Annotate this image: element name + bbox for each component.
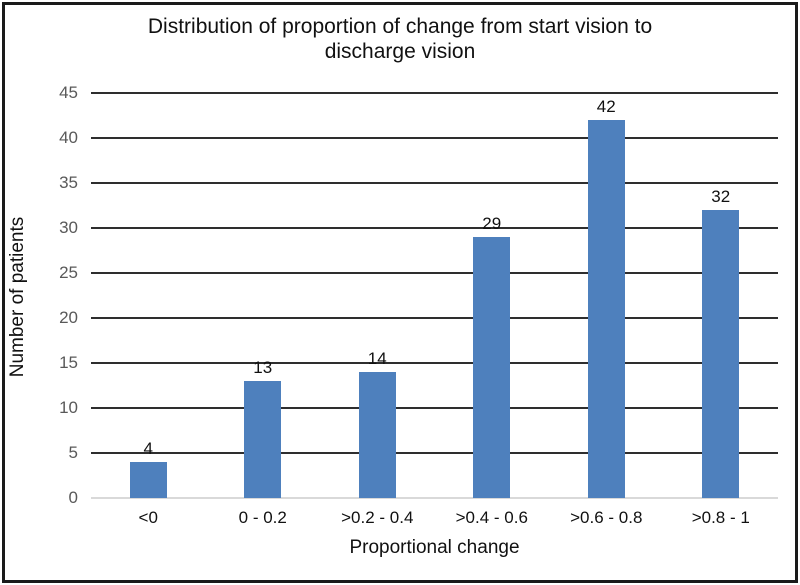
gridline-y45 [91, 92, 778, 94]
x-tick-label-5: >0.8 - 1 [691, 508, 750, 527]
y-tick-label-45: 45 [59, 83, 78, 102]
y-tick-label-30: 30 [59, 218, 78, 237]
y-tick-label-5: 5 [68, 443, 78, 462]
x-axis-title: Proportional change [349, 537, 520, 558]
x-tick-label-2: >0.2 - 0.4 [341, 508, 414, 527]
gridline-y10 [91, 407, 778, 409]
bar-value-label-5: 32 [711, 187, 731, 206]
gridline-y30 [91, 227, 778, 229]
gridline-y20 [91, 317, 778, 319]
plot-area: 4 13 14 29 42 32 [91, 92, 778, 499]
bar-5 [702, 210, 740, 498]
bar-3 [473, 237, 511, 498]
gridline-y35 [91, 182, 778, 184]
gridline-y40 [91, 137, 778, 139]
x-axis-line [91, 497, 778, 499]
x-tick-label-4: >0.6 - 0.8 [570, 508, 643, 527]
bar-value-label-1: 13 [253, 358, 273, 377]
bar-4 [587, 120, 625, 498]
bar-2 [358, 372, 396, 498]
bar-value-label-0: 4 [143, 439, 153, 458]
y-tick-label-15: 15 [59, 353, 78, 372]
y-tick-label-20: 20 [59, 308, 78, 327]
bar-1 [244, 381, 282, 498]
bar-value-label-3: 29 [482, 214, 502, 233]
gridline-y25 [91, 272, 778, 274]
y-tick-label-25: 25 [59, 263, 78, 282]
gridline-y15 [91, 362, 778, 364]
chart-title: Distribution of proportion of change fro… [147, 15, 653, 63]
x-tick-label-3: >0.4 - 0.6 [455, 508, 528, 527]
gridline-y5 [91, 452, 778, 454]
y-tick-label-35: 35 [59, 173, 78, 192]
y-tick-label-10: 10 [59, 398, 78, 417]
y-tick-label-40: 40 [59, 128, 78, 147]
y-axis-title: Number of patients [7, 216, 28, 378]
bar-value-label-2: 14 [367, 349, 387, 368]
y-tick-label-0: 0 [68, 488, 78, 507]
bar-0 [129, 462, 167, 498]
x-tick-label-1: 0 - 0.2 [238, 508, 287, 527]
x-tick-label-0: <0 [138, 508, 158, 527]
bar-value-label-4: 42 [596, 97, 616, 116]
